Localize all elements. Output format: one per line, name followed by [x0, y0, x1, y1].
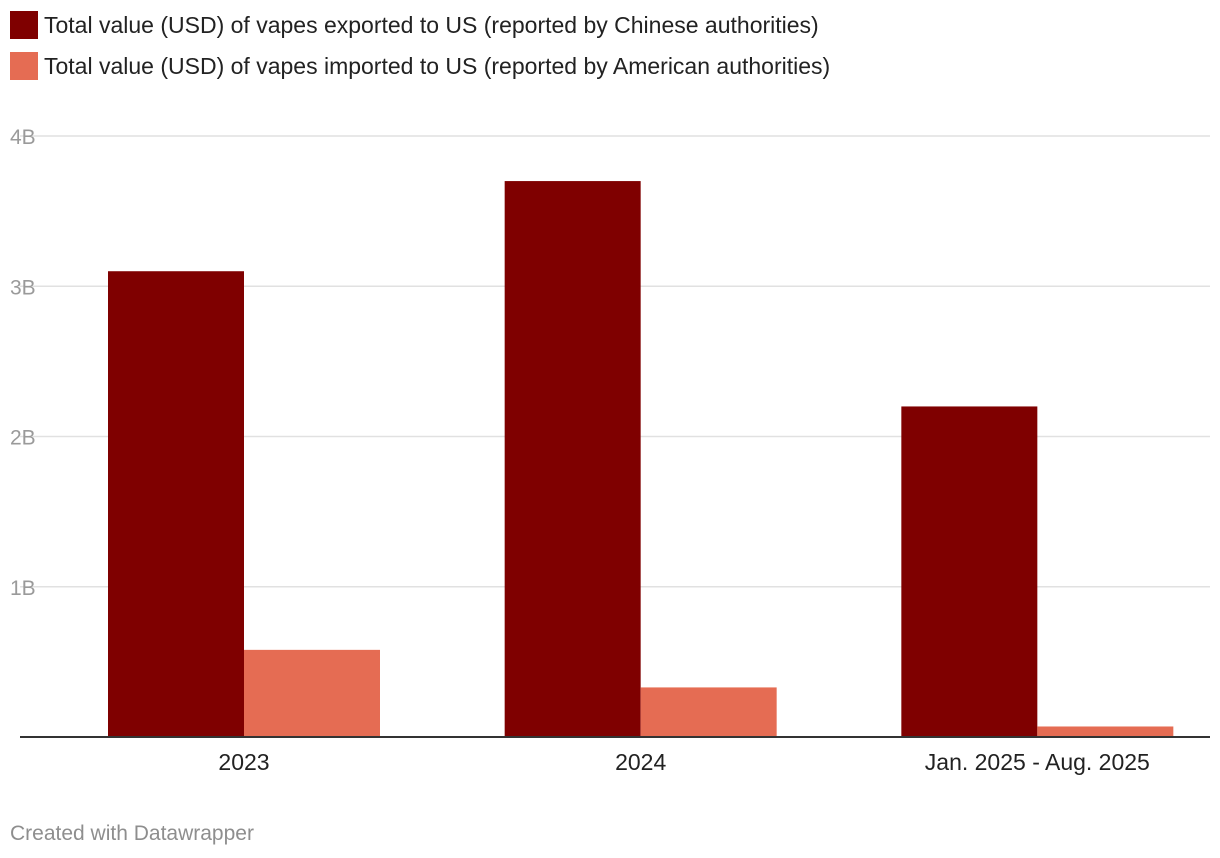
x-axis-ticks: 2023 2024 Jan. 2025 - Aug. 2025: [218, 749, 1149, 775]
datawrapper-credit: Created with Datawrapper: [10, 822, 254, 845]
x-tick-label: Jan. 2025 - Aug. 2025: [925, 749, 1150, 775]
bars: [108, 181, 1174, 737]
legend-swatch-exports: [10, 11, 38, 39]
bar-imports-0: [244, 649, 380, 737]
legend-item-imports: Total value (USD) of vapes imported to U…: [10, 51, 830, 81]
y-tick-label: 2B: [10, 427, 36, 450]
x-tick-label: 2024: [615, 749, 666, 775]
y-tick-label: 4B: [10, 126, 36, 149]
x-tick-label: 2023: [218, 749, 269, 775]
bar-imports-2: [1037, 726, 1174, 737]
y-tick-label: 3B: [10, 276, 36, 299]
bar-exports-2: [901, 406, 1038, 737]
chart-legend: Total value (USD) of vapes exported to U…: [10, 10, 830, 92]
legend-item-exports: Total value (USD) of vapes exported to U…: [10, 10, 830, 40]
bar-exports-0: [108, 271, 244, 737]
bar-imports-1: [640, 687, 777, 737]
legend-swatch-imports: [10, 52, 38, 80]
legend-label-exports: Total value (USD) of vapes exported to U…: [44, 11, 819, 38]
legend-label-imports: Total value (USD) of vapes imported to U…: [44, 52, 831, 79]
bar-exports-1: [504, 181, 641, 737]
y-tick-label: 1B: [10, 577, 36, 600]
y-axis-ticks: 1B 2B 3B 4B: [10, 126, 36, 600]
